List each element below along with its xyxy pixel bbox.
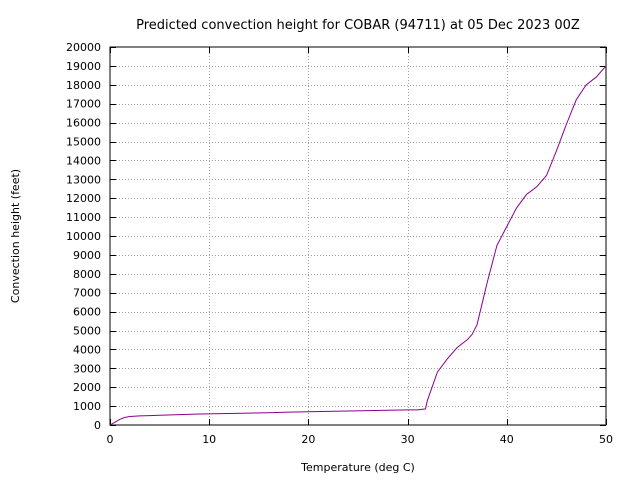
y-tick-label: 11000: [66, 211, 101, 224]
y-tick-label: 12000: [66, 192, 101, 205]
y-axis-label: Convection height (feet): [9, 169, 22, 303]
x-tick-label: 0: [107, 433, 114, 446]
x-axis-label: Temperature (deg C): [300, 461, 415, 474]
chart-title: Predicted convection height for COBAR (9…: [136, 18, 580, 33]
y-tick-label: 4000: [73, 343, 101, 356]
y-tick-label: 0: [94, 419, 101, 432]
y-tick-label: 2000: [73, 381, 101, 394]
y-tick-label: 7000: [73, 287, 101, 300]
y-tick-label: 19000: [66, 60, 101, 73]
grid-lines: [110, 47, 606, 425]
series-line: [109, 65, 607, 426]
y-tick-label: 10000: [66, 230, 101, 243]
y-tick-label: 17000: [66, 98, 101, 111]
tick-marks: [110, 47, 607, 426]
y-tick-label: 5000: [73, 325, 101, 338]
y-tick-labels: 0 1000 2000 3000 4000 5000 6000 7000 8000 9000 100…: [66, 41, 101, 432]
y-tick-label: 1000: [73, 400, 101, 413]
y-tick-label: 3000: [73, 362, 101, 375]
x-tick-label: 50: [599, 433, 613, 446]
y-tick-label: 8000: [73, 268, 101, 281]
y-tick-label: 15000: [66, 136, 101, 149]
y-tick-label: 13000: [66, 173, 101, 186]
x-tick-labels: 0 10 20 30 40 50: [107, 433, 614, 446]
y-tick-label: 16000: [66, 117, 101, 130]
y-tick-label: 20000: [66, 41, 101, 54]
y-tick-label: 14000: [66, 154, 101, 167]
y-tick-label: 6000: [73, 306, 101, 319]
x-tick-label: 10: [202, 433, 216, 446]
x-tick-label: 20: [301, 433, 315, 446]
y-tick-label: 9000: [73, 249, 101, 262]
plot-frame: [109, 46, 607, 426]
x-tick-label: 40: [500, 433, 514, 446]
y-tick-label: 18000: [66, 79, 101, 92]
x-tick-label: 30: [401, 433, 415, 446]
